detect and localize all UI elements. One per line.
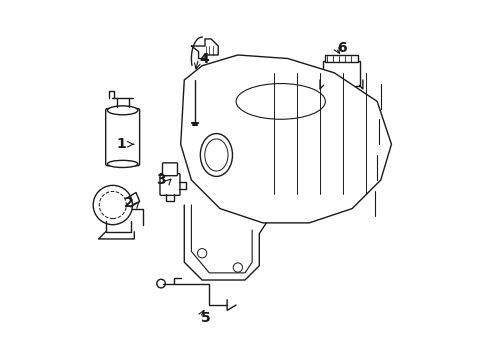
Circle shape [197,249,207,258]
Text: 5: 5 [201,311,211,324]
Text: 3: 3 [156,173,166,187]
Text: 6: 6 [337,41,346,55]
Text: 1: 1 [117,137,126,151]
Polygon shape [181,55,392,223]
Circle shape [93,185,132,225]
Ellipse shape [200,134,232,176]
Circle shape [157,279,165,288]
Text: 2: 2 [124,196,134,210]
FancyBboxPatch shape [323,62,360,86]
Circle shape [99,192,126,219]
Circle shape [233,263,243,272]
Ellipse shape [107,160,138,167]
Text: 4: 4 [199,51,209,66]
Ellipse shape [205,139,228,171]
FancyBboxPatch shape [106,109,140,166]
Ellipse shape [236,84,325,119]
FancyBboxPatch shape [325,55,358,63]
Ellipse shape [107,106,138,115]
FancyBboxPatch shape [163,163,177,176]
FancyBboxPatch shape [160,174,180,195]
